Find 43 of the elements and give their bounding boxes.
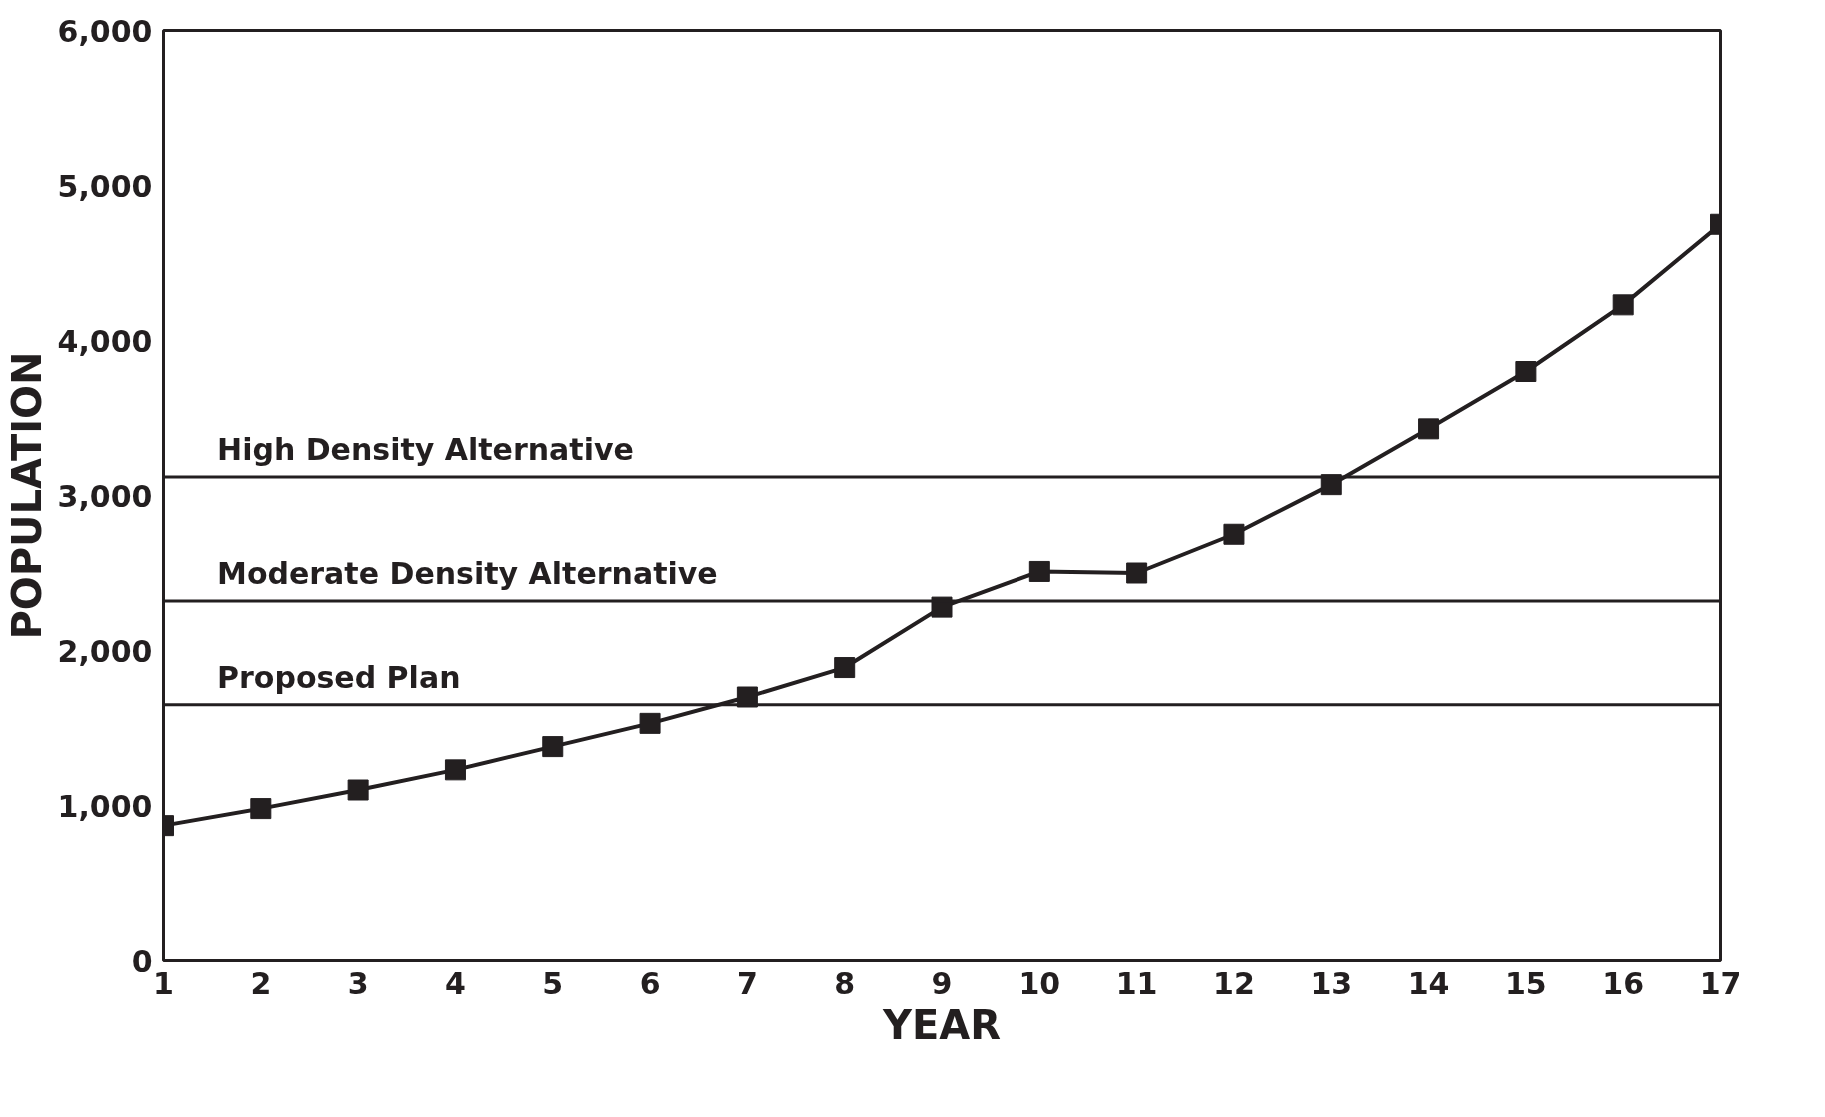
point — [736, 686, 758, 708]
point — [1515, 361, 1537, 382]
x-tick-label: 6 — [639, 965, 661, 1001]
point — [1126, 562, 1148, 584]
x-tick-label: 17 — [1699, 965, 1742, 1001]
y-tick-label: 6,000 — [57, 13, 153, 49]
x-tick-label: 9 — [931, 965, 953, 1001]
x-tick-label: 7 — [736, 965, 758, 1001]
x-tick-label: 10 — [1018, 965, 1061, 1001]
y-tick-label: 1,000 — [57, 788, 153, 824]
point — [1418, 418, 1440, 440]
x-tick-label: 1 — [153, 965, 174, 1001]
x-tick-label: 2 — [250, 965, 272, 1001]
x-tick-label: 8 — [834, 965, 856, 1001]
point — [931, 596, 953, 618]
y-tick-label: 3,000 — [57, 478, 153, 514]
point — [834, 657, 856, 679]
x-tick-label: 11 — [1115, 965, 1158, 1001]
point — [444, 759, 466, 781]
y-tick-label: 5,000 — [57, 168, 153, 204]
point — [1612, 294, 1634, 316]
x-axis-title: YEAR — [881, 1001, 1002, 1048]
point — [347, 779, 369, 801]
x-tick-label: 15 — [1505, 965, 1547, 1001]
x-tick-label: 3 — [347, 965, 369, 1001]
ref-line-label: High Density Alternative — [217, 431, 634, 467]
y-tick-label: 2,000 — [57, 633, 153, 669]
ref-line-label: Proposed Plan — [217, 659, 461, 695]
y-tick-label: 4,000 — [57, 323, 153, 359]
point — [542, 736, 564, 758]
x-tick-label: 12 — [1213, 965, 1255, 1001]
point — [250, 798, 272, 820]
point — [639, 712, 661, 734]
x-tick-label: 14 — [1407, 965, 1450, 1001]
x-tick-label: 13 — [1310, 965, 1353, 1001]
ref-line-label: Moderate Density Alternative — [217, 555, 718, 591]
x-tick-label: 16 — [1602, 965, 1645, 1001]
y-axis-title: POPULATION — [3, 351, 50, 640]
x-tick-label: 5 — [542, 965, 564, 1001]
y-tick-label: 0 — [131, 943, 153, 979]
point — [1028, 560, 1050, 582]
x-tick-label: 4 — [445, 965, 466, 1001]
point — [1223, 523, 1245, 545]
